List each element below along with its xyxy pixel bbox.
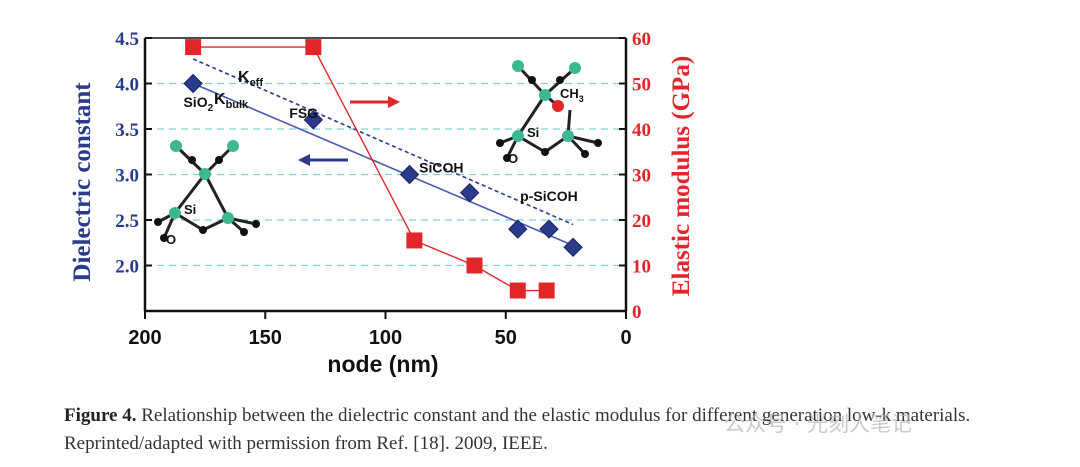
left-tick-label: 4.0 [115, 75, 139, 96]
trend-line-eff [192, 58, 574, 226]
elastic-modulus-series [185, 39, 555, 299]
right-molecule-ch3-label: CH3 [560, 86, 584, 104]
dielectric-constant-point [399, 164, 420, 185]
annotation-p-sicoh: p-SiCOH [520, 188, 578, 204]
trend-label-bulk: Kbulk [214, 91, 249, 111]
left-axis-ticks: 4.5 4.0 3.5 3.0 2.5 2.0 [115, 29, 152, 278]
dielectric-constant-series [183, 73, 583, 258]
watermark: 公众号 · 光刻人笔记 [724, 412, 913, 436]
right-tick-label: 60 [632, 29, 651, 50]
dielectric-constant-point [459, 182, 480, 203]
right-tick-label: 0 [632, 302, 642, 323]
figure-caption-text: Relationship between the dielectric cons… [64, 405, 971, 454]
dielectric-constant-point [508, 219, 528, 239]
x-tick-label: 0 [620, 327, 631, 349]
red-axis-arrow [350, 96, 400, 108]
left-axis-label: Dielectric constant [69, 82, 96, 282]
left-molecule-si-label: Si [184, 202, 196, 217]
x-axis-label: node (nm) [327, 351, 438, 377]
elastic-modulus-point [466, 257, 483, 274]
trend-line-bulk [192, 82, 574, 247]
trend-label-eff: Keff [238, 69, 263, 89]
elastic-modulus-point [305, 39, 322, 56]
left-tick-label: 3.5 [115, 120, 139, 141]
annotation-fsg: FSG [289, 105, 318, 121]
x-tick-label: 200 [128, 327, 161, 349]
figure-caption-label: Figure 4. [64, 405, 137, 426]
right-tick-label: 10 [632, 257, 651, 278]
right-molecule-si-label: Si [527, 125, 539, 140]
elastic-modulus-point [509, 282, 526, 299]
right-tick-label: 30 [632, 166, 651, 187]
sio2-molecule-atoms [154, 140, 260, 242]
figure-caption: Figure 4. Relationship between the diele… [64, 402, 1054, 458]
left-tick-label: 2.5 [115, 211, 139, 232]
dielectric-constant-point [303, 110, 324, 130]
right-axis-label: Elastic modulus (GPa) [668, 56, 695, 296]
x-tick-label: 50 [495, 327, 517, 349]
elastic-modulus-point [406, 232, 423, 249]
elastic-modulus-point [538, 282, 555, 299]
dielectric-constant-point [183, 73, 203, 94]
right-tick-label: 20 [632, 211, 651, 232]
right-tick-label: 40 [632, 120, 651, 141]
x-axis-ticks: 200 150 100 50 0 [128, 311, 632, 349]
annotation-sicoh: SiCOH [419, 160, 463, 176]
blue-axis-arrow [298, 154, 348, 166]
sio2-molecule-diagram [157, 144, 257, 239]
left-tick-label: 4.5 [115, 29, 139, 50]
grid-lines [145, 82, 626, 267]
point-annotations: SiO2 FSG SiCOH p-SiCOH [183, 94, 577, 204]
x-tick-label: 150 [249, 327, 282, 349]
right-axis-ticks: 60 50 40 30 20 10 0 [619, 29, 651, 323]
dielectric-constant-point [563, 237, 583, 258]
left-tick-label: 3.0 [115, 166, 139, 187]
right-tick-label: 50 [632, 75, 651, 96]
dielectric-constant-point [539, 219, 559, 239]
sicoh-molecule-atoms [496, 60, 602, 162]
annotation-sio: SiO2 [183, 94, 213, 114]
right-molecule-o-label: O [508, 151, 518, 166]
x-tick-label: 100 [369, 327, 402, 349]
left-tick-label: 2.0 [115, 257, 139, 278]
left-molecule-o-label: O [166, 232, 176, 247]
sicoh-molecule-diagram [499, 64, 599, 159]
elastic-modulus-point [185, 39, 202, 56]
